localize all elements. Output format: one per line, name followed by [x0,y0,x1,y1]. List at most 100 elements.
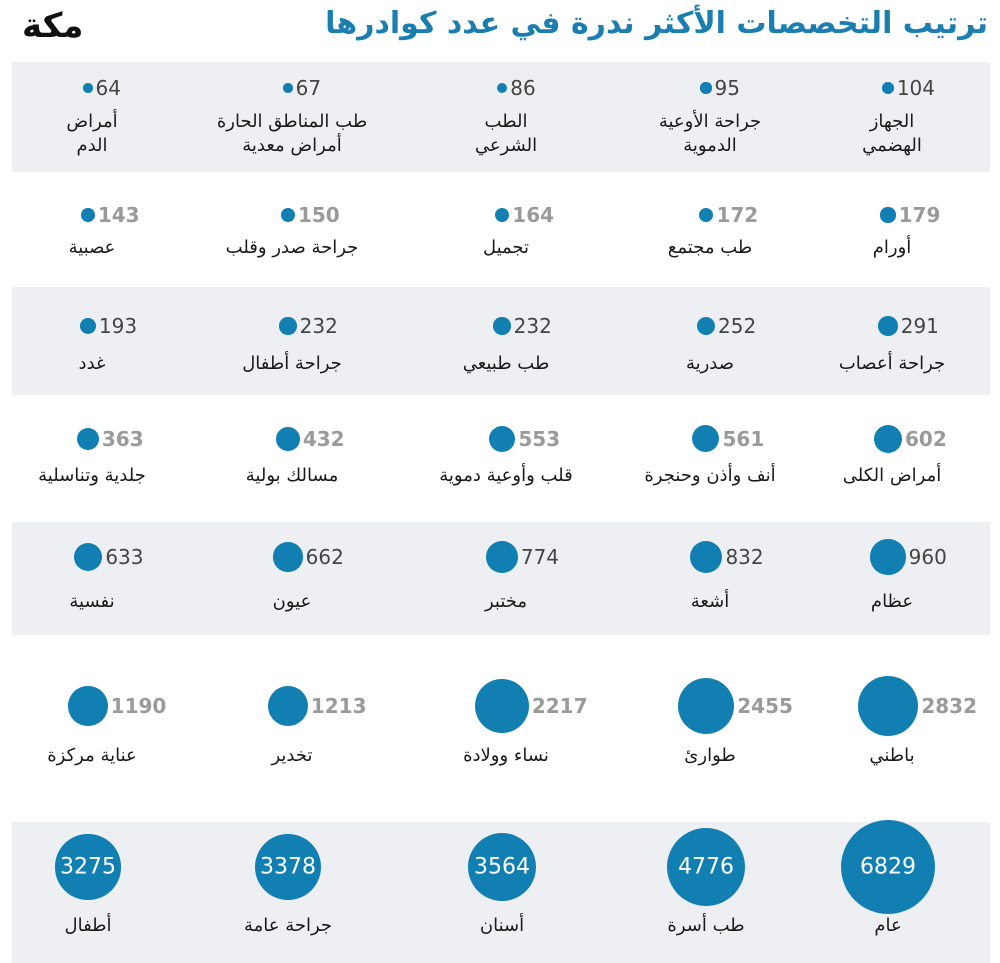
category-label: أشعة [690,591,730,612]
bubble [692,425,720,453]
category-label: الجهاز الهضمي [862,111,922,156]
chart-title: ترتيب التخصصات الأكثر ندرة في عدد كوادره… [325,6,988,41]
category-label: عصبية [68,237,116,258]
category-label: جراحة الأوعية الدموية [658,111,762,156]
category-label: نساء وولادة [463,745,549,766]
category-label: مسالك بولية [245,465,339,486]
category-label: أورام [872,237,912,258]
value-label: 67 [295,76,322,100]
value-label: 193 [98,314,138,338]
bubble [696,316,716,336]
bubble [283,83,293,93]
value-label: 960 [908,545,947,569]
value-label: 432 [302,427,345,451]
bubble [878,316,898,336]
value-label: 291 [900,314,939,338]
bubble [73,542,103,572]
category-label: عام [874,915,902,936]
value-label: 3275 [60,854,116,880]
value-label: 179 [898,203,941,227]
value-label: 86 [510,76,536,100]
category-label: طب المناطق الحارة أمراض معدية [216,111,368,156]
value-label: 602 [904,427,947,451]
category-label: جراحة أعصاب [838,353,946,374]
category-label: طب مجتمع [667,237,753,258]
category-label: عيون [272,591,312,612]
bubble [279,317,297,335]
category-label: صدرية [685,353,735,374]
bubble [677,677,735,735]
category-label: طب طبيعي [462,353,550,374]
category-label: غدد [78,353,106,374]
category-label: جراحة صدر وقلب [225,237,359,258]
value-label: 832 [725,545,764,569]
category-label: جلدية وتناسلية [38,465,146,486]
category-label: طب أسرة [667,915,745,936]
bubble [689,540,723,574]
category-label: عناية مركزة [47,745,137,766]
category-label: طوارئ [684,745,736,766]
bubble [857,675,919,737]
value-label: 4776 [678,854,734,880]
value-label: 6829 [860,854,916,880]
value-label: 95 [714,76,740,100]
value-label: 1213 [310,694,367,718]
row-band [12,287,990,395]
bubble [55,834,121,900]
bubble [496,82,508,94]
category-label: مختبر [484,591,528,612]
category-label: الطب الشرعي [474,111,538,156]
value-label: 232 [513,314,552,338]
bubble [880,207,896,223]
bubble [493,317,511,335]
bubble [700,82,712,94]
value-label: 3378 [260,854,316,880]
value-label: 2217 [531,694,588,718]
bubble [81,208,95,222]
category-label: جراحة أطفال [242,353,342,374]
bubble [268,686,308,726]
bubble [467,832,537,902]
category-label: قلب وأوعية دموية [439,465,573,486]
value-label: 104 [896,76,935,100]
value-label: 164 [512,203,555,227]
category-label: أمراض الدم [66,111,118,156]
value-label: 2455 [737,694,793,718]
value-label: 561 [722,427,765,451]
category-label: باطني [869,745,915,766]
value-label: 232 [299,314,338,338]
value-label: 553 [518,427,561,451]
category-label: تخدير [271,745,313,766]
value-label: 1190 [110,694,167,718]
category-label: أسنان [479,915,525,936]
value-label: 2832 [921,694,977,718]
value-label: 252 [718,314,757,338]
value-label: 64 [95,76,121,100]
value-label: 633 [105,545,144,569]
value-label: 662 [305,545,344,569]
row-band [12,522,990,635]
value-label: 150 [297,203,340,227]
bubble [666,827,746,907]
bubble [486,541,518,573]
category-label: نفسية [69,591,115,612]
value-label: 143 [97,203,140,227]
bubble [254,833,322,901]
bubble [273,542,303,572]
category-label: أنف وأذن وحنجرة [644,465,776,486]
bubble [68,686,108,726]
value-label: 172 [716,203,759,227]
bubble [475,679,529,733]
bubble [83,83,93,93]
bubble [882,82,894,94]
bubble [276,427,300,451]
bubble [77,428,99,450]
value-label: 3564 [474,854,530,880]
bubble [840,819,936,915]
bubble [281,208,295,222]
category-label: أطفال [64,915,112,936]
category-label: عظام [870,591,914,612]
logo: مكة [22,6,84,46]
row-band [12,62,990,172]
